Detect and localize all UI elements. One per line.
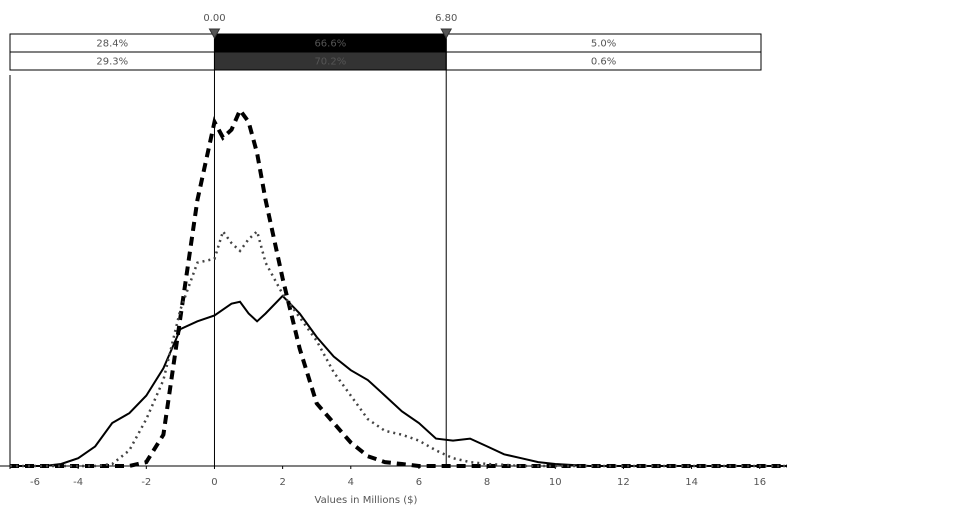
band-label: 5.0%	[591, 39, 616, 50]
x-axis-title: Values in Millions ($)	[315, 495, 418, 506]
x-tick-label: -4	[73, 477, 83, 488]
x-tick-label: 12	[617, 477, 630, 488]
x-tick-label: -6	[30, 477, 40, 488]
x-tick-label: 4	[348, 477, 354, 488]
delimiter-marker	[208, 28, 221, 40]
density-curve	[10, 228, 787, 468]
x-tick-label: 8	[484, 477, 490, 488]
density-curve	[10, 294, 787, 467]
band-label: 66.6%	[314, 39, 346, 50]
band-label: 28.4%	[96, 39, 128, 50]
density-curve	[10, 106, 787, 468]
band-label: 29.3%	[96, 57, 128, 68]
x-tick-label: 14	[685, 477, 698, 488]
band-label: 0.6%	[591, 57, 616, 68]
x-tick-label: 10	[549, 477, 562, 488]
x-tick-label: 16	[753, 477, 766, 488]
x-tick-label: 6	[416, 477, 422, 488]
x-tick-label: 2	[279, 477, 285, 488]
band-label: 70.2%	[314, 57, 346, 68]
delimiter-label: 6.80	[435, 13, 457, 24]
x-tick-label: 0	[211, 477, 217, 488]
x-tick-label: -2	[141, 477, 151, 488]
delimiter-marker	[440, 28, 453, 40]
delimiter-label: 0.00	[203, 13, 225, 24]
